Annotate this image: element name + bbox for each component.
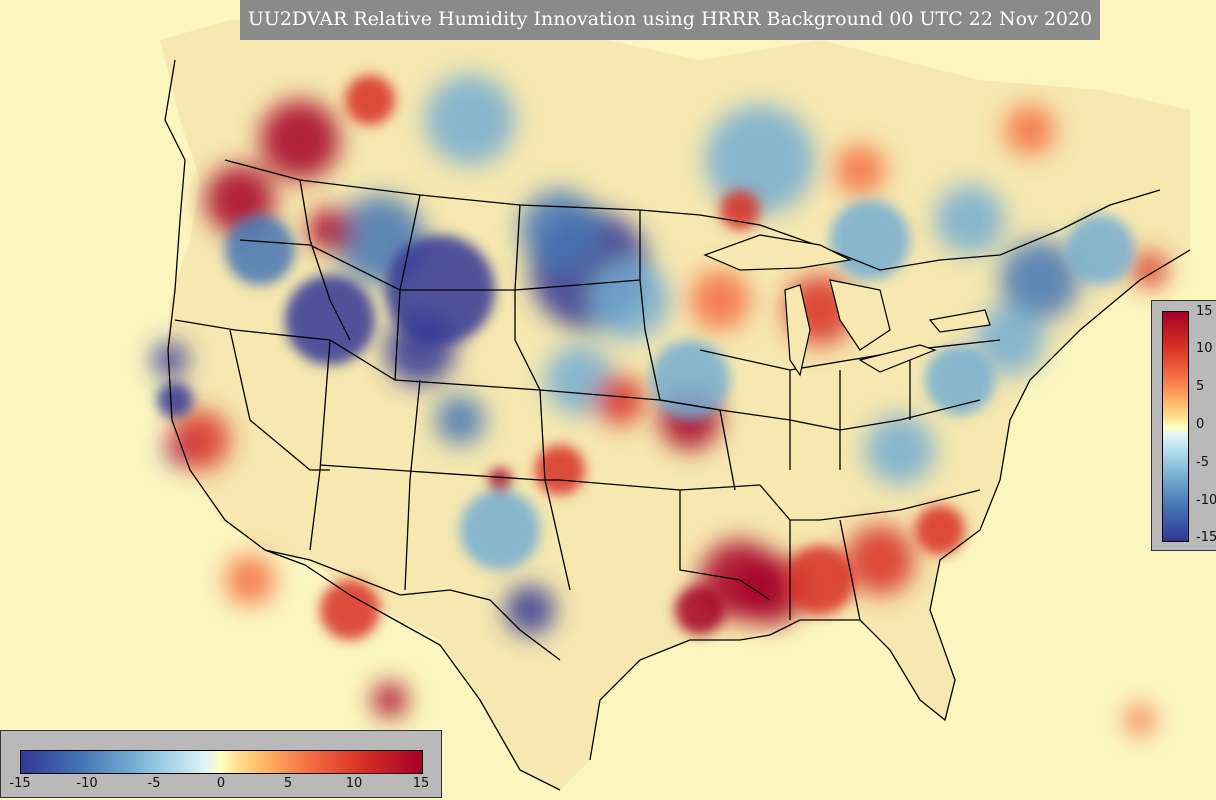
coastline bbox=[164, 59, 561, 791]
positive-innovation-area bbox=[835, 145, 885, 195]
negative-innovation-area bbox=[1000, 240, 1080, 320]
negative-innovation-area bbox=[925, 345, 995, 415]
map-title: UU2DVAR Relative Humidity Innovation usi… bbox=[240, 0, 1100, 40]
mexico-border bbox=[264, 549, 561, 661]
positive-innovation-area bbox=[1005, 105, 1055, 155]
colorbar-vertical-gradient bbox=[1162, 311, 1189, 542]
negative-innovation-area bbox=[975, 305, 1045, 375]
positive-innovation-area bbox=[345, 75, 395, 125]
colorbar-tick-label: -5 bbox=[1196, 455, 1209, 470]
positive-innovation-area bbox=[488, 468, 512, 492]
negative-innovation-area bbox=[650, 340, 730, 420]
colorbar-tick-label: -15 bbox=[9, 776, 31, 791]
positive-innovation-area bbox=[308, 208, 352, 252]
colorbar-tick-label: -10 bbox=[76, 776, 98, 791]
negative-innovation-area bbox=[425, 75, 515, 165]
gulf-coast bbox=[589, 249, 1191, 761]
negative-innovation-area bbox=[225, 215, 295, 285]
negative-innovation-area bbox=[505, 585, 555, 635]
lake-huron bbox=[829, 279, 891, 351]
colorbar-tick-label: -5 bbox=[147, 776, 161, 791]
positive-innovation-area bbox=[535, 445, 585, 495]
positive-innovation-area bbox=[675, 585, 725, 635]
colorbar-tick-label: -10 bbox=[1196, 493, 1216, 508]
lake-michigan bbox=[784, 284, 811, 377]
colorbar-tick-label: 0 bbox=[1196, 417, 1205, 432]
colorbar-tick-label: 0 bbox=[216, 776, 226, 791]
lake-superior bbox=[703, 234, 852, 271]
positive-innovation-area bbox=[260, 100, 340, 180]
colorbar-horizontal-gradient bbox=[20, 750, 423, 774]
positive-innovation-area bbox=[595, 375, 645, 425]
negative-innovation-area bbox=[830, 200, 910, 280]
negative-innovation-area bbox=[705, 105, 815, 215]
negative-innovation-area bbox=[590, 260, 670, 340]
positive-innovation-area bbox=[372, 682, 408, 718]
positive-innovation-area bbox=[1125, 705, 1155, 735]
positive-innovation-area bbox=[785, 545, 855, 615]
canada-border bbox=[224, 159, 1161, 271]
colorbar-tick-label: 15 bbox=[412, 776, 430, 791]
negative-innovation-area bbox=[460, 490, 540, 570]
colorbar-vertical: 15 10 5 0 -5 -10 -15 bbox=[1151, 300, 1216, 551]
colorbar-tick-label: 5 bbox=[1196, 379, 1205, 394]
state-borders bbox=[164, 59, 1191, 791]
negative-innovation-area bbox=[865, 415, 935, 485]
negative-innovation-area bbox=[1065, 215, 1135, 285]
positive-innovation-area bbox=[320, 580, 380, 640]
lake-erie bbox=[858, 344, 937, 373]
colorbar-tick-label: 15 bbox=[1196, 304, 1213, 319]
negative-innovation-area bbox=[935, 185, 1005, 255]
great-lakes bbox=[703, 234, 991, 377]
colorbar-tick-label: 10 bbox=[1196, 341, 1213, 356]
colorbar-tick-label: 5 bbox=[283, 776, 293, 791]
colorbar-tick-label: -15 bbox=[1196, 530, 1216, 545]
colorbar-tick-label: 10 bbox=[345, 776, 363, 791]
positive-innovation-area bbox=[225, 555, 275, 605]
negative-innovation-area bbox=[520, 190, 600, 270]
negative-innovation-area bbox=[435, 395, 485, 445]
positive-innovation-area bbox=[915, 505, 965, 555]
positive-innovation-area bbox=[690, 270, 750, 330]
negative-innovation-area bbox=[152, 342, 188, 378]
negative-innovation-area bbox=[285, 275, 375, 365]
colorbar-horizontal: -15 -10 -5 0 5 10 15 bbox=[0, 730, 442, 798]
lake-ontario bbox=[928, 309, 991, 333]
negative-innovation-area bbox=[157, 382, 193, 418]
positive-innovation-area bbox=[845, 525, 915, 595]
